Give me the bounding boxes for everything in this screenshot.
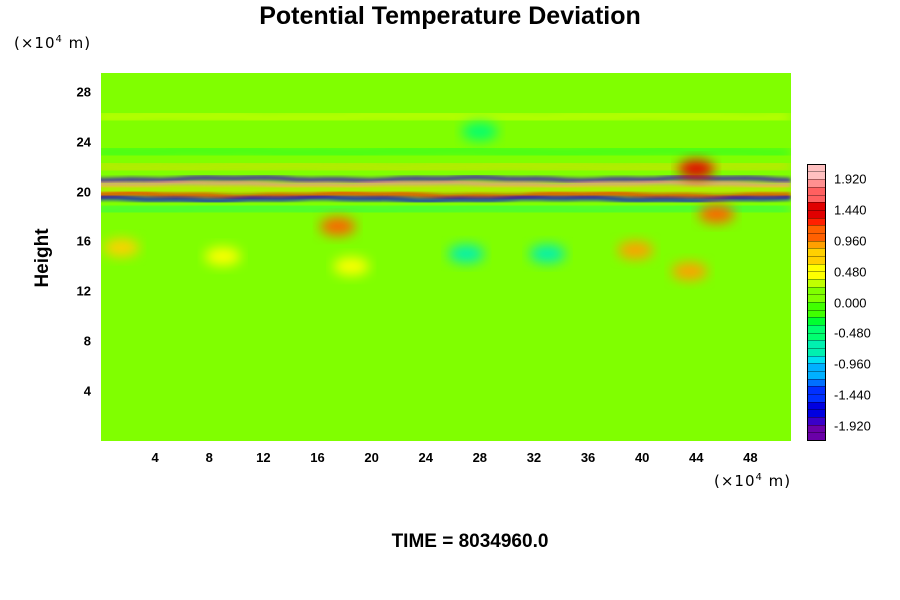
- colorbar-label: 1.920: [834, 171, 867, 187]
- colorbar-label: -1.440: [834, 387, 871, 403]
- colorbar-label: 0.480: [834, 264, 867, 280]
- y-axis-label: Height: [32, 228, 53, 288]
- colorbar-cell: [808, 386, 825, 394]
- y-tick-label: 16: [76, 233, 91, 249]
- colorbar-cell: [808, 424, 825, 433]
- colorbar-cell: [808, 255, 825, 264]
- field-patch: [698, 204, 735, 223]
- colorbar-cell: [808, 263, 825, 272]
- field-patch: [461, 122, 498, 141]
- colorbar-cell: [808, 278, 825, 287]
- colorbar-cell: [808, 202, 825, 210]
- x-tick-label: 20: [364, 450, 379, 465]
- field-layer: [101, 180, 791, 188]
- colorbar-cell: [808, 225, 825, 233]
- field-patch: [319, 217, 356, 236]
- field-patch: [448, 244, 485, 263]
- colorbar-cell: [808, 271, 825, 279]
- colorbar-cell: [808, 332, 825, 341]
- colorbar-cell: [808, 294, 825, 302]
- x-tick-label: 40: [634, 450, 650, 465]
- field-layer: [101, 111, 791, 122]
- x-tick-label: 48: [743, 450, 758, 465]
- colorbar-cell: [808, 301, 825, 310]
- y-tick-label: 8: [83, 333, 91, 349]
- x-tick-label: 28: [472, 450, 488, 465]
- colorbar-cell: [808, 317, 825, 325]
- colorbar-cell: [808, 340, 825, 348]
- field-patch: [617, 241, 654, 260]
- colorbar-cell: [808, 432, 825, 440]
- colorbar-cell: [808, 164, 825, 172]
- colorbar-cell: [808, 209, 825, 218]
- field-patch: [529, 244, 566, 263]
- colorbar-cell: [808, 355, 825, 364]
- colorbar-label: -0.960: [834, 356, 871, 372]
- colorbar-cell: [808, 378, 825, 387]
- field-layer: [101, 146, 791, 157]
- colorbar-label: 1.440: [834, 202, 867, 218]
- field-layer: [101, 161, 791, 172]
- field-layer: [101, 195, 791, 203]
- y-tick-label: 20: [76, 184, 91, 199]
- colorbar-cell: [808, 248, 825, 256]
- field-patch: [103, 238, 140, 257]
- x-tick-label: 4: [151, 450, 159, 465]
- field-patch: [204, 247, 241, 266]
- field-patch: [678, 160, 715, 179]
- field-layer: [101, 184, 791, 194]
- y-tick-label: 4: [83, 383, 91, 399]
- colorbar-cell: [808, 416, 825, 425]
- x-tick-label: 32: [526, 450, 542, 465]
- y-tick-label: 28: [76, 84, 91, 100]
- colorbar-label: -0.480: [834, 325, 871, 341]
- colorbar-cell: [808, 186, 825, 195]
- colorbar-label: 0.000: [834, 295, 867, 310]
- field-layer: [101, 175, 791, 183]
- y-tick-label: 24: [76, 134, 91, 150]
- time-label: TIME = 8034960.0: [391, 531, 549, 552]
- colorbar-label: -1.920: [834, 418, 871, 434]
- colorbar-cell: [808, 309, 825, 318]
- colorbar-cell: [808, 363, 825, 371]
- field-layer: [101, 191, 791, 200]
- x-tick-label: 12: [256, 450, 271, 465]
- colorbar-cell: [808, 179, 825, 187]
- colorbar: [807, 164, 826, 441]
- x-tick-label: 8: [205, 450, 213, 465]
- plot-area: [101, 73, 791, 441]
- y-tick-label: 12: [76, 283, 91, 299]
- colorbar-cell: [808, 393, 825, 402]
- colorbar-cell: [808, 240, 825, 249]
- contour-field: [101, 73, 791, 441]
- x-tick-label: 44: [689, 450, 704, 465]
- x-tick-label: 24: [418, 450, 433, 465]
- x-axis-unit: (×104 m): [714, 472, 792, 490]
- chart-title: Potential Temperature Deviation: [259, 2, 641, 30]
- colorbar-cell: [808, 401, 825, 410]
- colorbar-cell: [808, 232, 825, 241]
- field-layer: [101, 204, 791, 214]
- x-tick-label: 16: [310, 450, 325, 465]
- colorbar-cell: [808, 194, 825, 203]
- field-background: [101, 73, 791, 441]
- colorbar-cell: [808, 286, 825, 295]
- x-tick-label: 36: [580, 450, 596, 465]
- colorbar-cell: [808, 370, 825, 379]
- y-axis-unit: (×104 m): [14, 34, 92, 52]
- colorbar-cell: [808, 324, 825, 333]
- colorbar-cell: [808, 171, 825, 180]
- field-patch: [333, 257, 370, 276]
- colorbar-cell: [808, 217, 825, 226]
- colorbar-cell: [808, 347, 825, 356]
- field-patch: [671, 262, 708, 281]
- colorbar-cell: [808, 409, 825, 417]
- colorbar-label: 0.960: [834, 233, 867, 249]
